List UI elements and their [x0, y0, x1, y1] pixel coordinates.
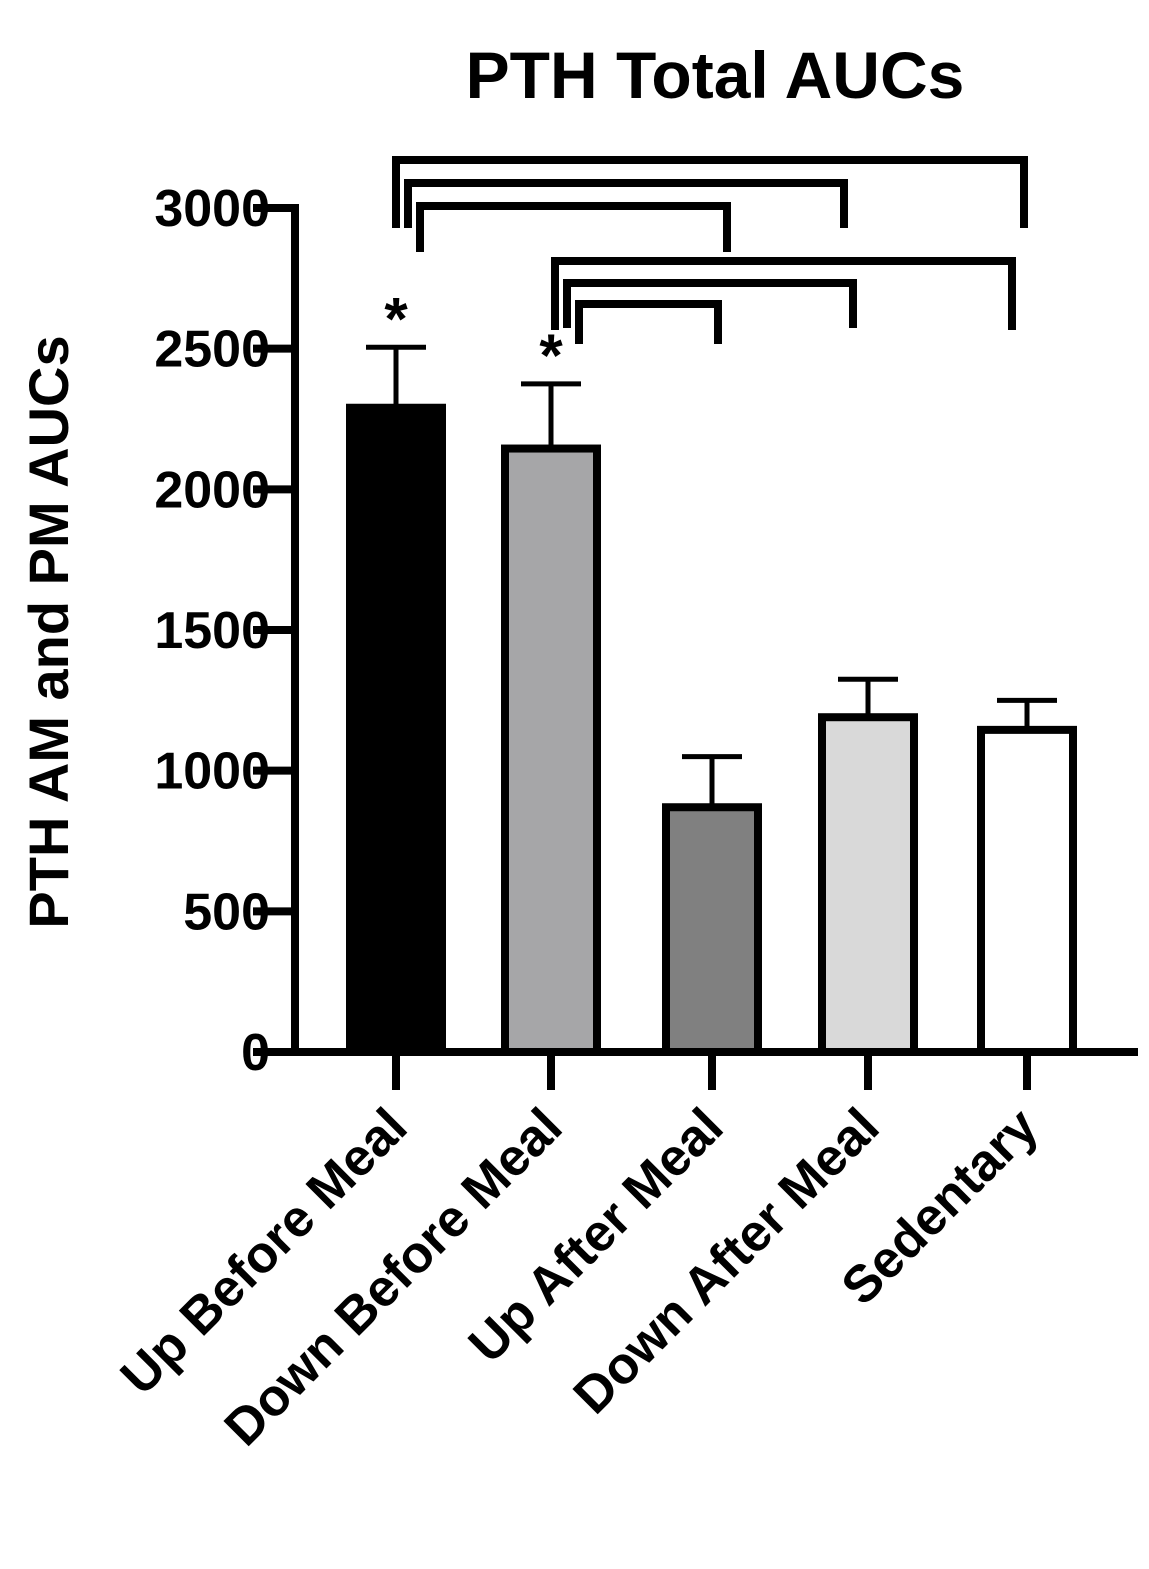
- comparison-bracket-4: [563, 279, 857, 328]
- y-tick-label-1: 500: [183, 883, 270, 941]
- significance-star-1: *: [539, 322, 563, 389]
- comparison-bracket-3: [551, 257, 1016, 330]
- comparison-brackets: [392, 156, 1028, 344]
- bars: [346, 403, 1077, 1057]
- significance-marks: **: [384, 285, 563, 389]
- y-tick-label-5: 2500: [154, 321, 270, 379]
- y-axis: 0 500 1000 1500 2000 2500 3000: [154, 180, 299, 1082]
- bar-1: [501, 444, 601, 1057]
- error-bar-2: [682, 754, 742, 808]
- y-tick-label-3: 1500: [154, 602, 270, 660]
- chart-title: PTH Total AUCs: [466, 38, 965, 112]
- y-axis-label: PTH AM and PM AUCs: [17, 335, 80, 928]
- y-tick-label-2: 1000: [154, 743, 270, 801]
- error-bar-1: [521, 381, 581, 449]
- error-bar-3: [838, 676, 898, 718]
- error-bars: [366, 344, 1057, 808]
- y-tick-label-0: 0: [241, 1024, 270, 1082]
- significance-star-0: *: [384, 285, 408, 352]
- x-tick-label-3: Down After Meal: [563, 1097, 891, 1425]
- error-bar-0: [366, 344, 426, 408]
- comparison-bracket-2: [416, 202, 731, 252]
- comparison-bracket-0: [392, 156, 1028, 228]
- bar-0: [346, 403, 446, 1057]
- comparison-bracket-5: [575, 300, 722, 344]
- error-bar-4: [997, 697, 1057, 730]
- bar-3: [818, 713, 918, 1056]
- x-tick-label-0: Up Before Meal: [110, 1097, 419, 1406]
- bar-2: [662, 803, 762, 1056]
- comparison-bracket-1: [404, 179, 848, 228]
- bar-4: [977, 725, 1077, 1057]
- y-tick-label-4: 2000: [154, 461, 270, 519]
- y-tick-label-6: 3000: [154, 180, 270, 238]
